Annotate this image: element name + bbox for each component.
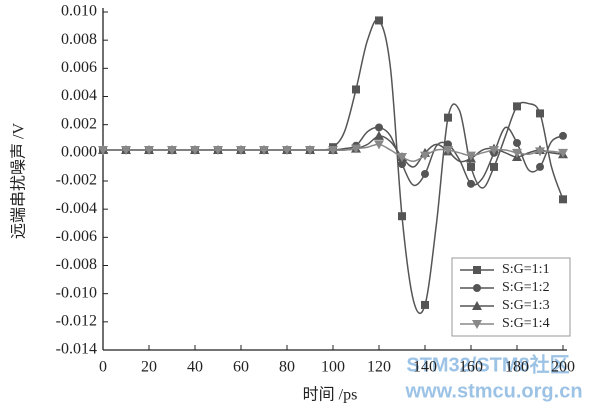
data-point — [559, 195, 567, 204]
y-tick-label: -0.012 — [56, 313, 97, 330]
data-point — [535, 147, 545, 157]
data-point — [513, 102, 521, 111]
data-point — [421, 300, 429, 309]
x-tick-label: 180 — [505, 359, 529, 376]
data-point — [536, 162, 544, 171]
y-tick-label: 0.000 — [61, 144, 97, 161]
data-point — [490, 162, 498, 171]
x-tick-label: 120 — [367, 359, 391, 376]
legend-marker — [472, 301, 482, 310]
data-point — [536, 109, 544, 118]
data-point — [352, 85, 360, 94]
data-point — [398, 212, 406, 221]
data-point — [259, 146, 269, 156]
data-point — [558, 148, 568, 158]
legend-label: S:G=1:4 — [502, 316, 550, 331]
watermark: STM32/STM8社区 — [406, 352, 569, 376]
legend-label: S:G=1:2 — [502, 280, 550, 295]
y-tick-label: 0.008 — [61, 31, 97, 48]
x-tick-label: 140 — [413, 359, 437, 376]
y-tick-label: 0.004 — [61, 87, 97, 104]
data-point — [167, 146, 177, 156]
data-point — [236, 146, 246, 156]
data-point — [213, 146, 223, 156]
data-point — [467, 179, 475, 188]
y-tick-label: -0.014 — [56, 341, 97, 358]
x-tick-label: 0 — [99, 359, 107, 376]
watermark: www.stmcu.org.cn — [404, 380, 582, 402]
data-point — [328, 146, 338, 156]
data-point — [421, 169, 429, 178]
x-tick-label: 60 — [233, 359, 249, 376]
data-point — [282, 146, 292, 156]
x-tick-label: 20 — [141, 359, 157, 376]
x-tick-label: 40 — [187, 359, 203, 376]
y-tick-label: -0.002 — [56, 172, 97, 189]
data-point — [351, 144, 361, 154]
y-tick-label: -0.010 — [56, 284, 97, 301]
legend-marker — [472, 320, 482, 329]
data-point — [397, 153, 407, 163]
data-point — [375, 16, 383, 25]
y-tick-label: 0.006 — [61, 59, 97, 76]
data-point — [375, 123, 383, 132]
x-tick-label: 160 — [459, 359, 483, 376]
data-point — [420, 151, 430, 161]
data-point — [374, 130, 384, 140]
data-point — [513, 138, 521, 147]
legend-label: S:G=1:3 — [502, 298, 550, 313]
x-axis-label: 时间 /ps — [303, 386, 358, 404]
data-point — [559, 131, 567, 140]
y-tick-label: 0.002 — [61, 115, 97, 132]
data-point — [512, 148, 522, 158]
y-tick-label: -0.008 — [56, 256, 97, 273]
y-tick-label: -0.006 — [56, 228, 97, 245]
data-point — [443, 146, 453, 156]
data-point — [144, 146, 154, 156]
data-point — [398, 160, 406, 169]
data-point — [489, 146, 499, 156]
data-point — [467, 162, 475, 171]
data-point — [121, 146, 131, 156]
legend-marker — [473, 284, 481, 292]
y-tick-label: -0.004 — [56, 200, 97, 217]
data-point — [374, 140, 384, 150]
data-point — [190, 146, 200, 156]
data-point — [466, 151, 476, 161]
x-tick-label: 200 — [551, 359, 575, 376]
x-tick-label: 100 — [321, 359, 345, 376]
x-tick-label: 80 — [279, 359, 295, 376]
data-point — [305, 146, 315, 156]
y-tick-label: 0.010 — [61, 3, 97, 20]
legend-label: S:G=1:1 — [502, 262, 550, 277]
y-axis-label: 远端串扰噪声 /V — [10, 123, 28, 239]
legend-box — [451, 257, 571, 337]
data-point — [98, 146, 108, 156]
legend-marker — [473, 266, 481, 274]
data-point — [444, 113, 452, 122]
